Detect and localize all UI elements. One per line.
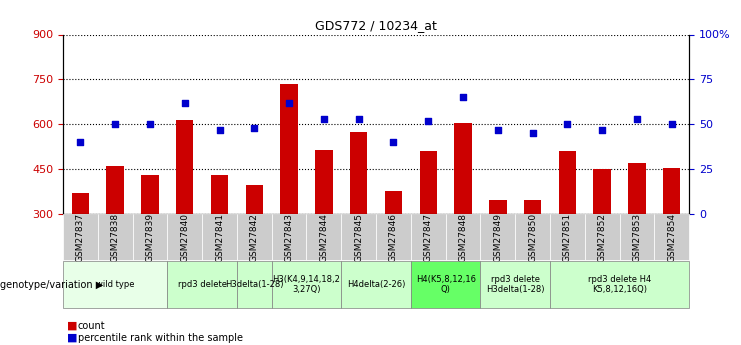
Bar [385,191,402,214]
Point [213,127,225,132]
Text: GSM27847: GSM27847 [424,213,433,262]
Text: rpd3 delete H4
K5,8,12,16Q): rpd3 delete H4 K5,8,12,16Q) [588,275,651,294]
Text: GSM27850: GSM27850 [528,213,537,262]
Point [318,116,330,121]
Title: GDS772 / 10234_at: GDS772 / 10234_at [315,19,437,32]
Text: GSM27851: GSM27851 [563,213,572,262]
Bar [315,150,333,214]
Point [388,139,399,145]
Bar [515,214,550,260]
Text: H4delta(2-26): H4delta(2-26) [347,280,405,289]
Bar [454,123,472,214]
Point [666,121,678,127]
Text: ■: ■ [67,321,77,331]
Bar [489,200,507,214]
Bar [176,120,193,214]
Bar [559,151,576,214]
Bar [480,214,515,260]
Bar [237,214,272,260]
Text: H3(K4,9,14,18,2
3,27Q): H3(K4,9,14,18,2 3,27Q) [273,275,340,294]
Bar [419,151,437,214]
Bar [594,169,611,214]
Text: H3delta(1-28): H3delta(1-28) [225,280,284,289]
Bar [142,175,159,214]
Text: GSM27841: GSM27841 [215,213,224,262]
Bar [272,262,342,308]
Point [457,95,469,100]
Bar [480,262,550,308]
Text: count: count [78,321,105,331]
Bar [411,262,480,308]
Bar [167,262,237,308]
Bar [628,163,645,214]
Bar [107,166,124,214]
Bar [663,168,680,214]
Bar [411,214,445,260]
Text: GSM27853: GSM27853 [633,213,642,262]
Point [109,121,121,127]
Bar [272,214,307,260]
Bar [72,193,89,214]
Bar [98,214,133,260]
Text: ■: ■ [67,333,77,343]
Text: GSM27852: GSM27852 [598,213,607,262]
Text: GSM27849: GSM27849 [494,213,502,262]
Bar [585,214,619,260]
Text: genotype/variation ▶: genotype/variation ▶ [0,280,103,289]
Point [353,116,365,121]
Point [248,125,260,130]
Bar [202,214,237,260]
Point [179,100,190,106]
Bar [619,214,654,260]
Point [492,127,504,132]
Bar [167,214,202,260]
Bar [307,214,342,260]
Text: GSM27837: GSM27837 [76,213,85,262]
Text: GSM27848: GSM27848 [459,213,468,262]
Bar [211,175,228,214]
Bar [63,214,98,260]
Bar [550,214,585,260]
Bar [280,84,298,214]
Bar [550,262,689,308]
Point [283,100,295,106]
Text: GSM27839: GSM27839 [145,213,154,262]
Text: percentile rank within the sample: percentile rank within the sample [78,333,243,343]
Text: GSM27854: GSM27854 [667,213,677,262]
Text: GSM27845: GSM27845 [354,213,363,262]
Point [562,121,574,127]
Bar [524,200,541,214]
Bar [350,132,368,214]
Bar [445,214,480,260]
Text: GSM27843: GSM27843 [285,213,293,262]
Text: GSM27842: GSM27842 [250,213,259,262]
Text: GSM27840: GSM27840 [180,213,189,262]
Text: GSM27846: GSM27846 [389,213,398,262]
Bar [63,262,167,308]
Point [597,127,608,132]
Text: rpd3 delete
H3delta(1-28): rpd3 delete H3delta(1-28) [486,275,545,294]
Point [74,139,86,145]
Bar [245,186,263,214]
Text: H4(K5,8,12,16
Q): H4(K5,8,12,16 Q) [416,275,476,294]
Point [631,116,643,121]
Bar [376,214,411,260]
Text: rpd3 delete: rpd3 delete [178,280,227,289]
Bar [342,262,411,308]
Text: wild type: wild type [96,280,134,289]
Bar [654,214,689,260]
Point [422,118,434,124]
Bar [342,214,376,260]
Point [527,130,539,136]
Text: GSM27838: GSM27838 [110,213,119,262]
Bar [133,214,167,260]
Bar [237,262,272,308]
Text: GSM27844: GSM27844 [319,213,328,262]
Point [144,121,156,127]
